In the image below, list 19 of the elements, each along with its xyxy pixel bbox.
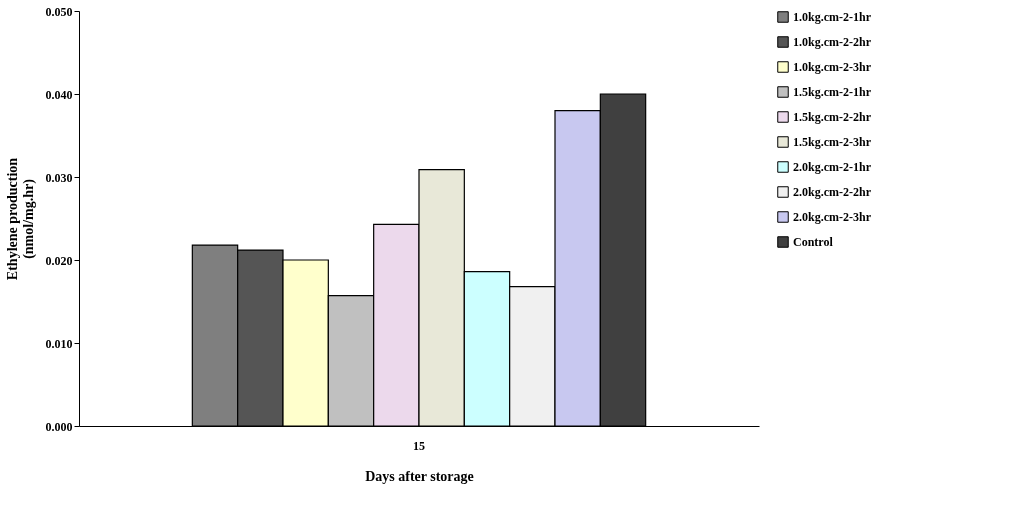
legend-label: 2.0kg.cm-2-1hr <box>793 160 872 174</box>
y-tick-label: 0.050 <box>45 4 73 19</box>
y-axis-title: Ethylene production (nmol/mg.hr) <box>4 157 37 281</box>
y-tick-label: 0.010 <box>45 336 73 351</box>
legend-label: Control <box>793 235 834 249</box>
legend-label: 2.0kg.cm-2-2hr <box>793 185 872 199</box>
y-tick-label: 0.020 <box>45 253 73 268</box>
y-tick-label: 0.000 <box>45 419 73 434</box>
legend-label: 1.0kg.cm-2-1hr <box>793 10 872 24</box>
legend-label: 1.0kg.cm-2-3hr <box>793 60 872 74</box>
legend-label: 1.5kg.cm-2-2hr <box>793 110 872 124</box>
y-tick-label: 0.030 <box>45 170 73 185</box>
legend-label: 1.5kg.cm-2-1hr <box>793 85 872 99</box>
x-tick-label: 15 <box>413 438 425 453</box>
legend-label: 1.5kg.cm-2-3hr <box>793 135 872 149</box>
legend-label: 1.0kg.cm-2-2hr <box>793 35 872 49</box>
x-axis-title: Days after storage <box>365 468 474 484</box>
y-tick-label: 0.040 <box>45 87 73 102</box>
legend-label: 2.0kg.cm-2-3hr <box>793 210 872 224</box>
